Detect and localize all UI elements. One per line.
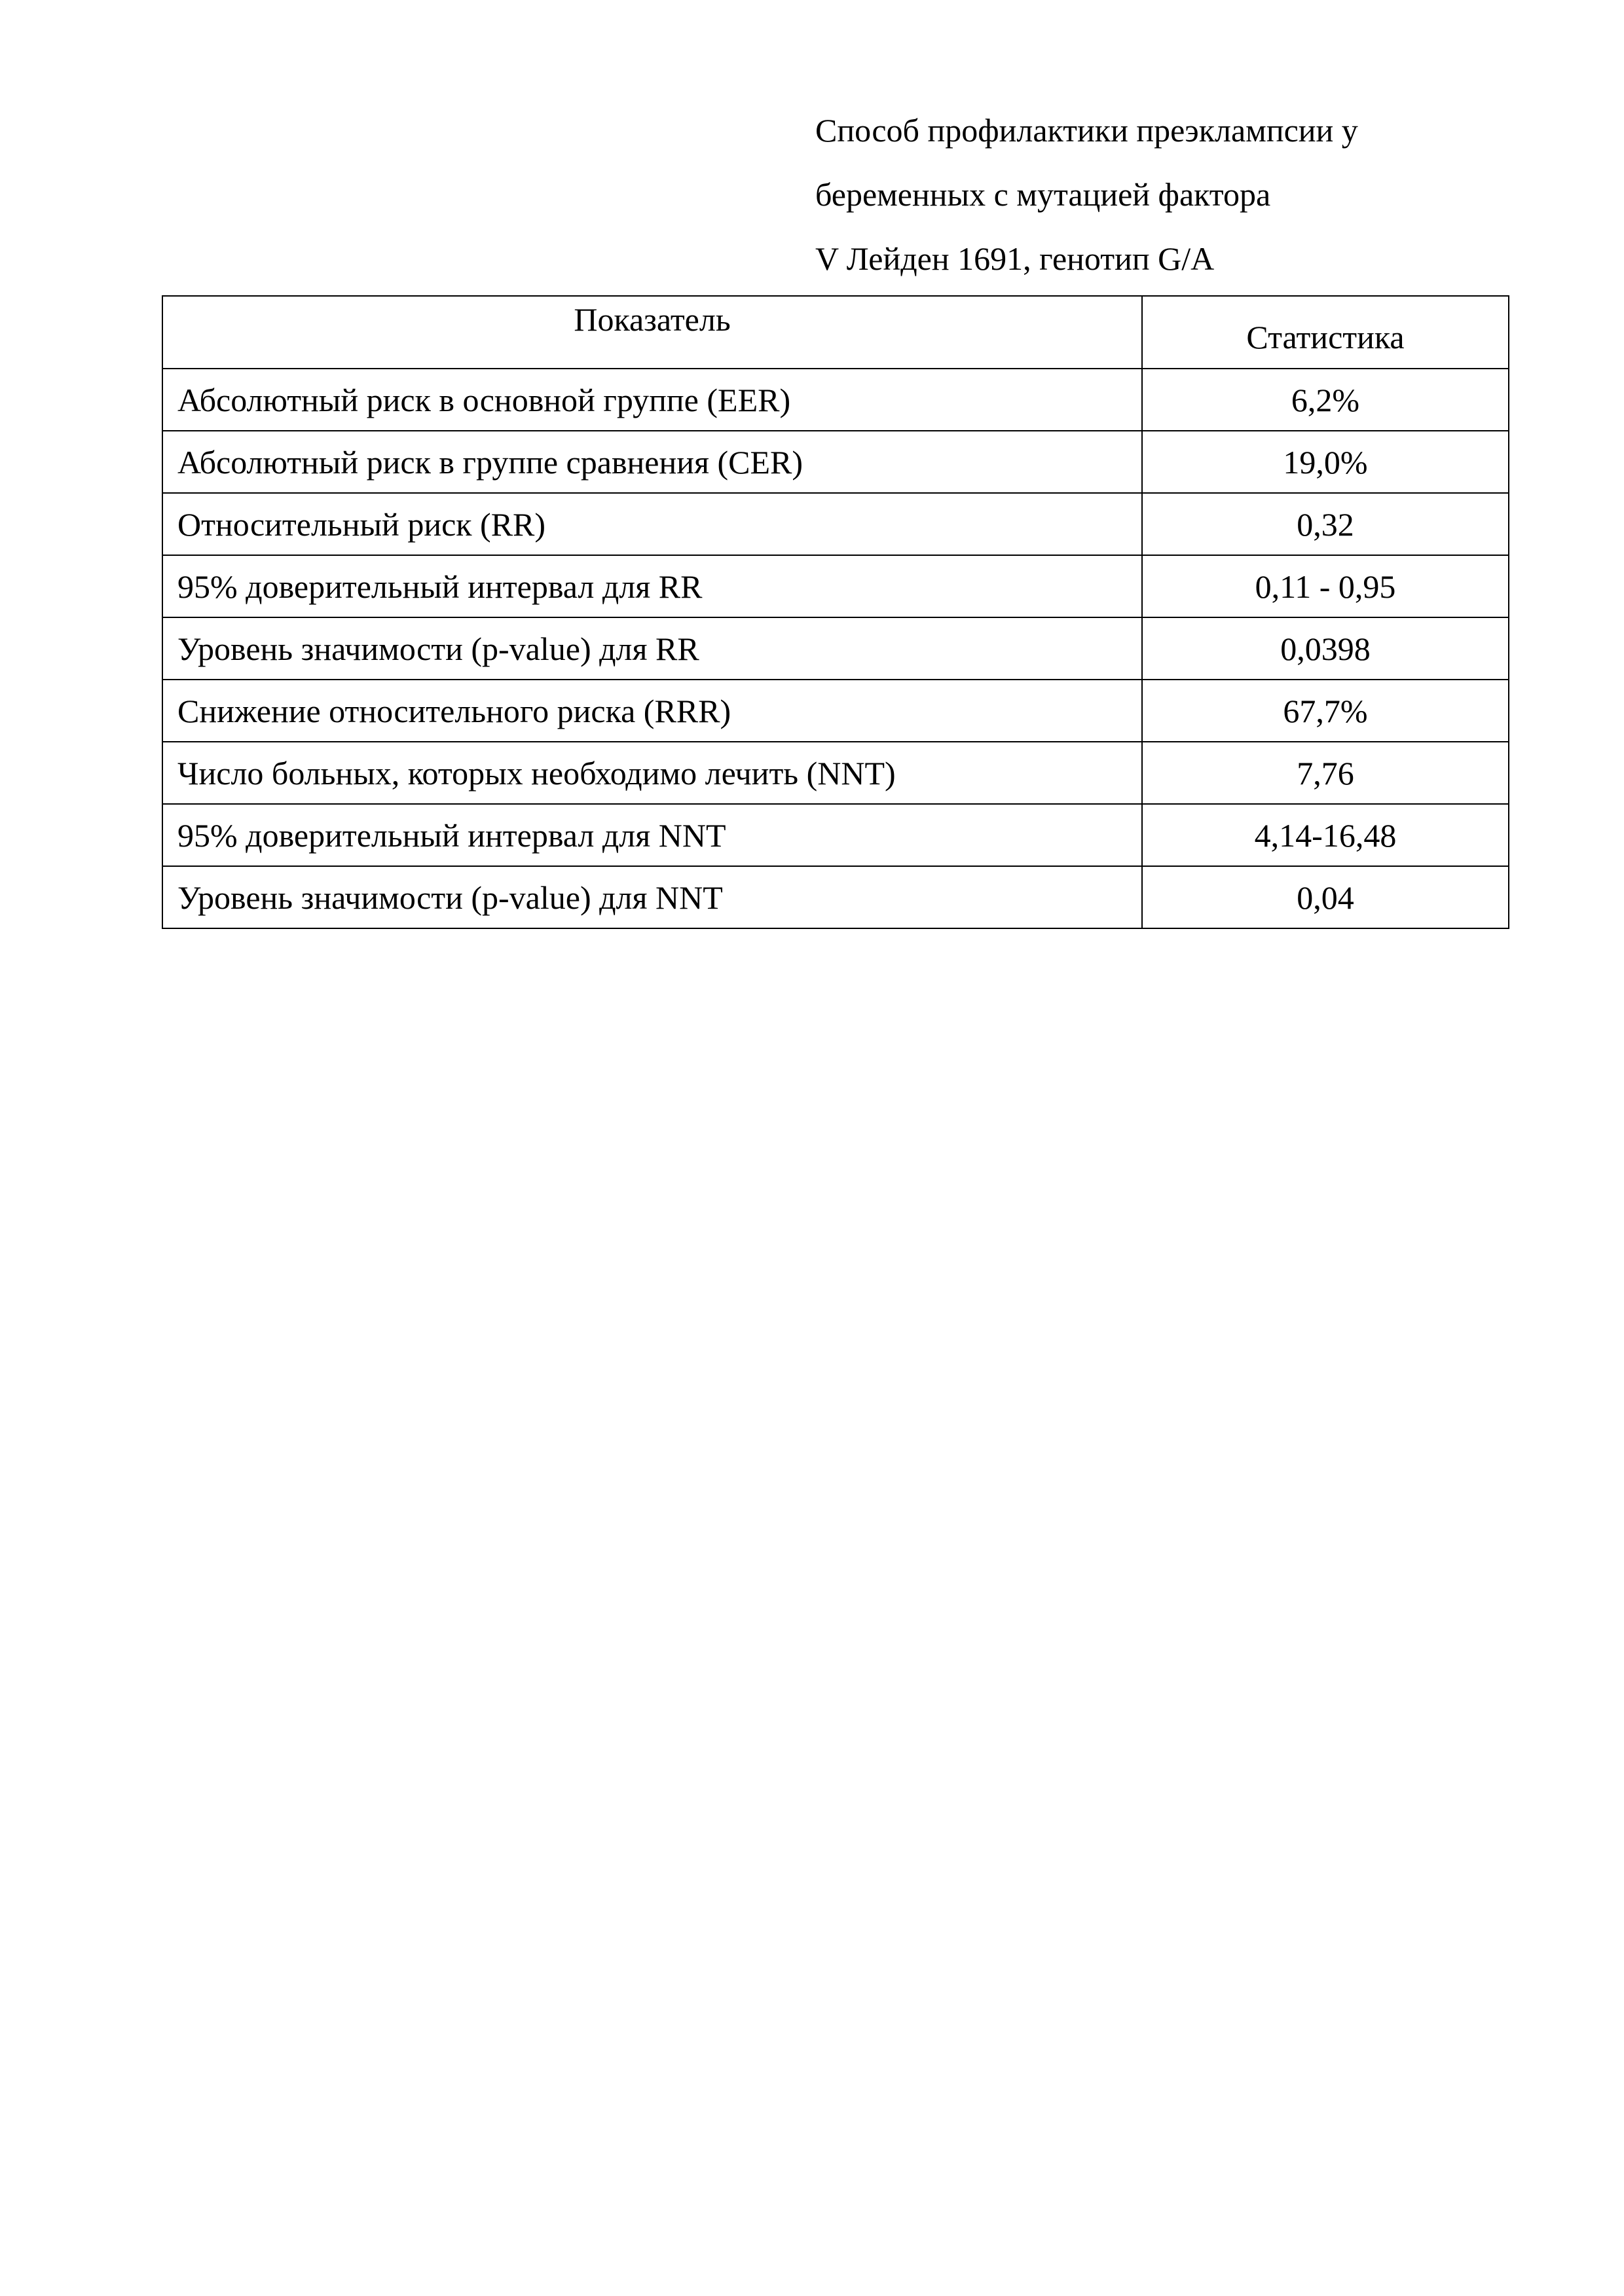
indicator-cell: 95% доверительный интервал для RR [162, 555, 1143, 618]
indicator-cell: Абсолютный риск в группе сравнения (CER) [162, 430, 1143, 494]
table-row: Абсолютный риск в основной группе (EER) 6… [162, 368, 1509, 431]
statistic-cell: 0,0398 [1141, 617, 1509, 680]
table-row: Абсолютный риск в группе сравнения (CER)… [162, 430, 1509, 494]
statistic-cell: 7,76 [1141, 741, 1509, 805]
indicator-cell: Уровень значимости (p-value) для NNT [162, 866, 1143, 929]
statistic-cell: 67,7% [1141, 679, 1509, 742]
statistic-cell: 0,32 [1141, 492, 1509, 556]
table-header-row: Показатель Статистика [162, 295, 1509, 369]
indicator-cell: Относительный риск (RR) [162, 492, 1143, 556]
statistic-cell: 6,2% [1141, 368, 1509, 431]
indicator-cell: Абсолютный риск в основной группе (EER) [162, 368, 1143, 431]
indicator-cell: Число больных, которых необходимо лечить… [162, 741, 1143, 805]
indicator-cell: 95% доверительный интервал для NNT [162, 803, 1143, 867]
title-line: V Лейден 1691, генотип G/A [815, 240, 1215, 277]
statistic-cell: 0,11 - 0,95 [1141, 555, 1509, 618]
indicator-cell: Снижение относительного риска (RRR) [162, 679, 1143, 742]
table-row: 95% доверительный интервал для NNT 4,14-1… [162, 803, 1509, 867]
table-row: Число больных, которых необходимо лечить… [162, 741, 1509, 805]
statistic-cell: 19,0% [1141, 430, 1509, 494]
title-line: беременных с мутацией фактора [815, 176, 1271, 213]
title-line: Способ профилактики преэклампсии у [815, 112, 1358, 149]
statistics-table: Показатель Статистика Абсолютный риск в … [162, 295, 1509, 929]
table-row: 95% доверительный интервал для RR 0,11 - … [162, 555, 1509, 618]
statistic-cell: 0,04 [1141, 866, 1509, 929]
column-header-statistic: Статистика [1141, 295, 1509, 369]
column-header-indicator: Показатель [162, 295, 1143, 369]
table-row: Относительный риск (RR) 0,32 [162, 492, 1509, 556]
table-row: Уровень значимости (p-value) для NNT 0,04 [162, 866, 1509, 929]
indicator-cell: Уровень значимости (p-value) для RR [162, 617, 1143, 680]
table-row: Уровень значимости (p-value) для RR 0,039… [162, 617, 1509, 680]
document-title: Способ профилактики преэклампсии у берем… [815, 98, 1358, 291]
statistic-cell: 4,14-16,48 [1141, 803, 1509, 867]
table-row: Снижение относительного риска (RRR) 67,7% [162, 679, 1509, 742]
